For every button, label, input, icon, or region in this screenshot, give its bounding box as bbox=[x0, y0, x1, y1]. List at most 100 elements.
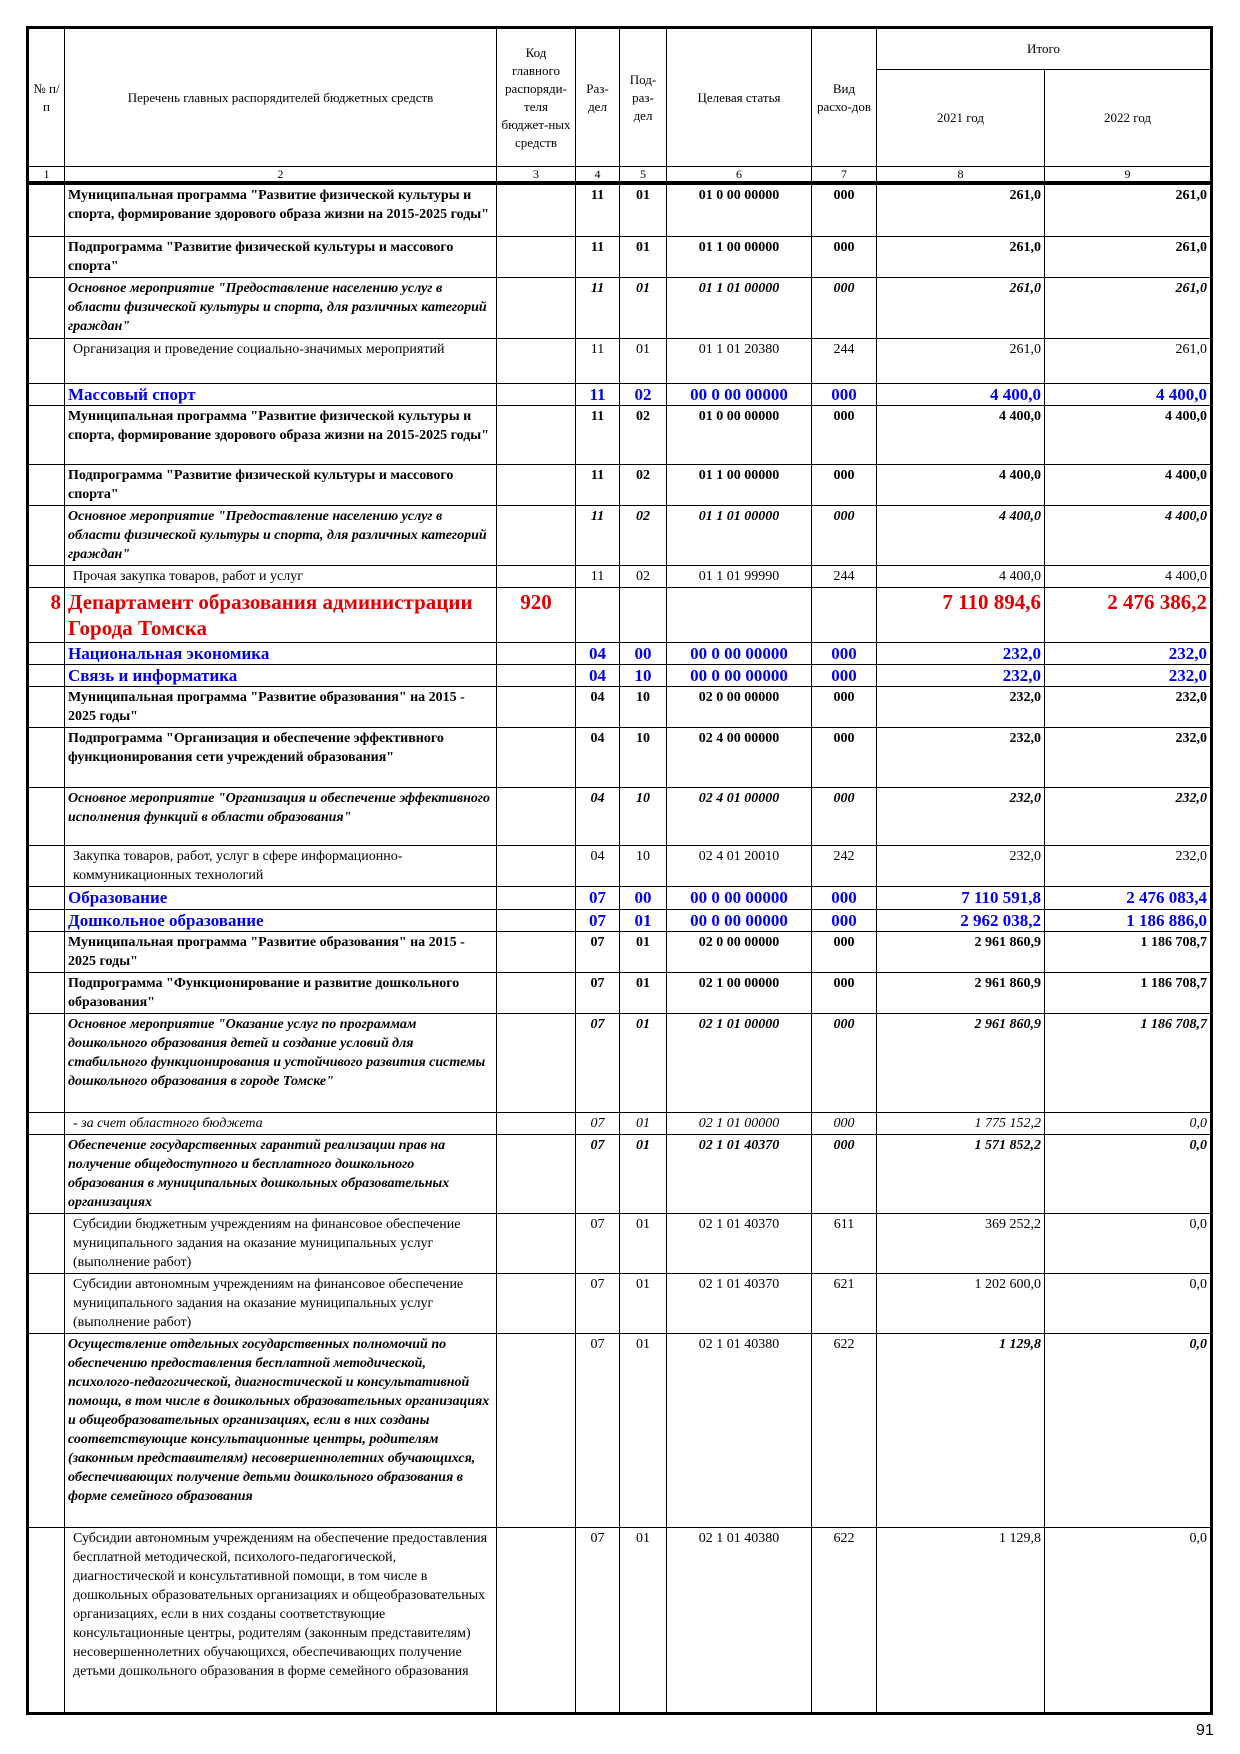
row-value-2022: 261,0 bbox=[1044, 276, 1212, 339]
row-razdel: 11 bbox=[575, 404, 620, 465]
row-article: 00 0 00 00000 bbox=[666, 908, 812, 932]
row-code bbox=[496, 1526, 576, 1714]
row-article: 00 0 00 00000 bbox=[666, 663, 812, 687]
row-number bbox=[27, 971, 65, 1014]
row-razdel: 11 bbox=[575, 235, 620, 278]
row-name: Подпрограмма "Функционирование и развити… bbox=[64, 971, 497, 1014]
row-value-2022: 232,0 bbox=[1044, 641, 1212, 665]
col-number: 4 bbox=[575, 166, 620, 185]
row-vid: 000 bbox=[811, 786, 877, 846]
row-name: Подпрограмма "Развитие физической культу… bbox=[64, 235, 497, 278]
col-number: 1 bbox=[27, 166, 65, 185]
row-value-2021: 261,0 bbox=[876, 337, 1045, 384]
row-podrazdel: 01 bbox=[619, 908, 667, 932]
row-name: Дошкольное образование bbox=[64, 908, 497, 932]
row-razdel bbox=[575, 586, 620, 643]
row-name: Прочая закупка товаров, работ и услуг bbox=[64, 564, 497, 588]
table-row: Муниципальная программа "Развитие физиче… bbox=[27, 182, 1212, 237]
table-row: Основное мероприятие "Предоставление нас… bbox=[27, 504, 1212, 566]
row-name: Подпрограмма "Развитие физической культу… bbox=[64, 463, 497, 506]
col-number: 3 bbox=[496, 166, 576, 185]
row-name: Национальная экономика bbox=[64, 641, 497, 665]
row-vid: 000 bbox=[811, 504, 877, 566]
row-value-2021: 2 961 860,9 bbox=[876, 971, 1045, 1014]
row-name: Субсидии автономным учреждениям на обесп… bbox=[64, 1526, 497, 1714]
row-name: Связь и информатика bbox=[64, 663, 497, 687]
row-vid: 000 bbox=[811, 404, 877, 465]
row-value-2021: 261,0 bbox=[876, 235, 1045, 278]
row-number bbox=[27, 564, 65, 588]
table-row: Субсидии бюджетным учреждениям на финанс… bbox=[27, 1212, 1212, 1274]
row-article: 00 0 00 00000 bbox=[666, 641, 812, 665]
row-name: Муниципальная программа "Развитие физиче… bbox=[64, 182, 497, 237]
table-row: Организация и проведение социально-значи… bbox=[27, 337, 1212, 384]
header-2022: 2022 год bbox=[1044, 69, 1212, 167]
row-number bbox=[27, 685, 65, 728]
table-row: Прочая закупка товаров, работ и услуг 11 0… bbox=[27, 564, 1212, 588]
row-vid: 244 bbox=[811, 337, 877, 384]
row-razdel: 04 bbox=[575, 844, 620, 887]
row-razdel: 04 bbox=[575, 726, 620, 788]
row-razdel: 07 bbox=[575, 1212, 620, 1274]
row-article: 02 1 01 40370 bbox=[666, 1212, 812, 1274]
row-code bbox=[496, 1332, 576, 1528]
row-value-2022: 4 400,0 bbox=[1044, 463, 1212, 506]
row-article: 01 0 00 00000 bbox=[666, 182, 812, 237]
row-vid: 000 bbox=[811, 663, 877, 687]
row-podrazdel: 01 bbox=[619, 1012, 667, 1113]
row-number bbox=[27, 726, 65, 788]
row-name: Муниципальная программа "Развитие образо… bbox=[64, 685, 497, 728]
row-vid: 242 bbox=[811, 844, 877, 887]
table-row: Муниципальная программа "Развитие физиче… bbox=[27, 404, 1212, 465]
row-vid: 000 bbox=[811, 685, 877, 728]
row-value-2021: 2 961 860,9 bbox=[876, 1012, 1045, 1113]
row-name: Муниципальная программа "Развитие образо… bbox=[64, 930, 497, 973]
row-value-2021: 232,0 bbox=[876, 726, 1045, 788]
row-value-2022: 4 400,0 bbox=[1044, 504, 1212, 566]
table-row: Субсидии автономным учреждениям на обесп… bbox=[27, 1526, 1212, 1714]
header-podrazdel: Под-раз-дел bbox=[619, 27, 667, 167]
row-code bbox=[496, 786, 576, 846]
table-row: Закупка товаров, работ, услуг в сфере ин… bbox=[27, 844, 1212, 887]
row-code bbox=[496, 1012, 576, 1113]
row-podrazdel: 10 bbox=[619, 844, 667, 887]
row-number bbox=[27, 930, 65, 973]
row-value-2022: 261,0 bbox=[1044, 337, 1212, 384]
row-name: Организация и проведение социально-значи… bbox=[64, 337, 497, 384]
row-value-2021: 1 129,8 bbox=[876, 1332, 1045, 1528]
col-number: 5 bbox=[619, 166, 667, 185]
row-article bbox=[666, 586, 812, 643]
table-body: Муниципальная программа "Развитие физиче… bbox=[27, 182, 1212, 1714]
row-value-2021: 2 961 860,9 bbox=[876, 930, 1045, 973]
row-code bbox=[496, 404, 576, 465]
row-vid: 000 bbox=[811, 235, 877, 278]
row-number bbox=[27, 504, 65, 566]
row-value-2022: 1 186 708,7 bbox=[1044, 971, 1212, 1014]
row-article: 01 1 00 00000 bbox=[666, 235, 812, 278]
col-number: 8 bbox=[876, 166, 1045, 185]
row-code: 920 bbox=[496, 586, 576, 643]
row-article: 02 0 00 00000 bbox=[666, 930, 812, 973]
row-code bbox=[496, 276, 576, 339]
row-code bbox=[496, 885, 576, 910]
row-razdel: 07 bbox=[575, 971, 620, 1014]
row-code bbox=[496, 1212, 576, 1274]
row-article: 02 1 01 40380 bbox=[666, 1332, 812, 1528]
row-number bbox=[27, 885, 65, 910]
row-name: Муниципальная программа "Развитие физиче… bbox=[64, 404, 497, 465]
row-podrazdel: 01 bbox=[619, 971, 667, 1014]
row-number: 8 bbox=[27, 586, 65, 643]
row-podrazdel: 01 bbox=[619, 1526, 667, 1714]
row-number bbox=[27, 1012, 65, 1113]
row-number bbox=[27, 641, 65, 665]
row-number bbox=[27, 1133, 65, 1214]
row-podrazdel: 00 bbox=[619, 885, 667, 910]
row-vid: 000 bbox=[811, 908, 877, 932]
row-razdel: 04 bbox=[575, 663, 620, 687]
row-value-2022: 232,0 bbox=[1044, 726, 1212, 788]
row-name: Закупка товаров, работ, услуг в сфере ин… bbox=[64, 844, 497, 887]
row-number bbox=[27, 1272, 65, 1334]
row-vid bbox=[811, 586, 877, 643]
row-value-2022: 4 400,0 bbox=[1044, 564, 1212, 588]
row-vid: 611 bbox=[811, 1212, 877, 1274]
